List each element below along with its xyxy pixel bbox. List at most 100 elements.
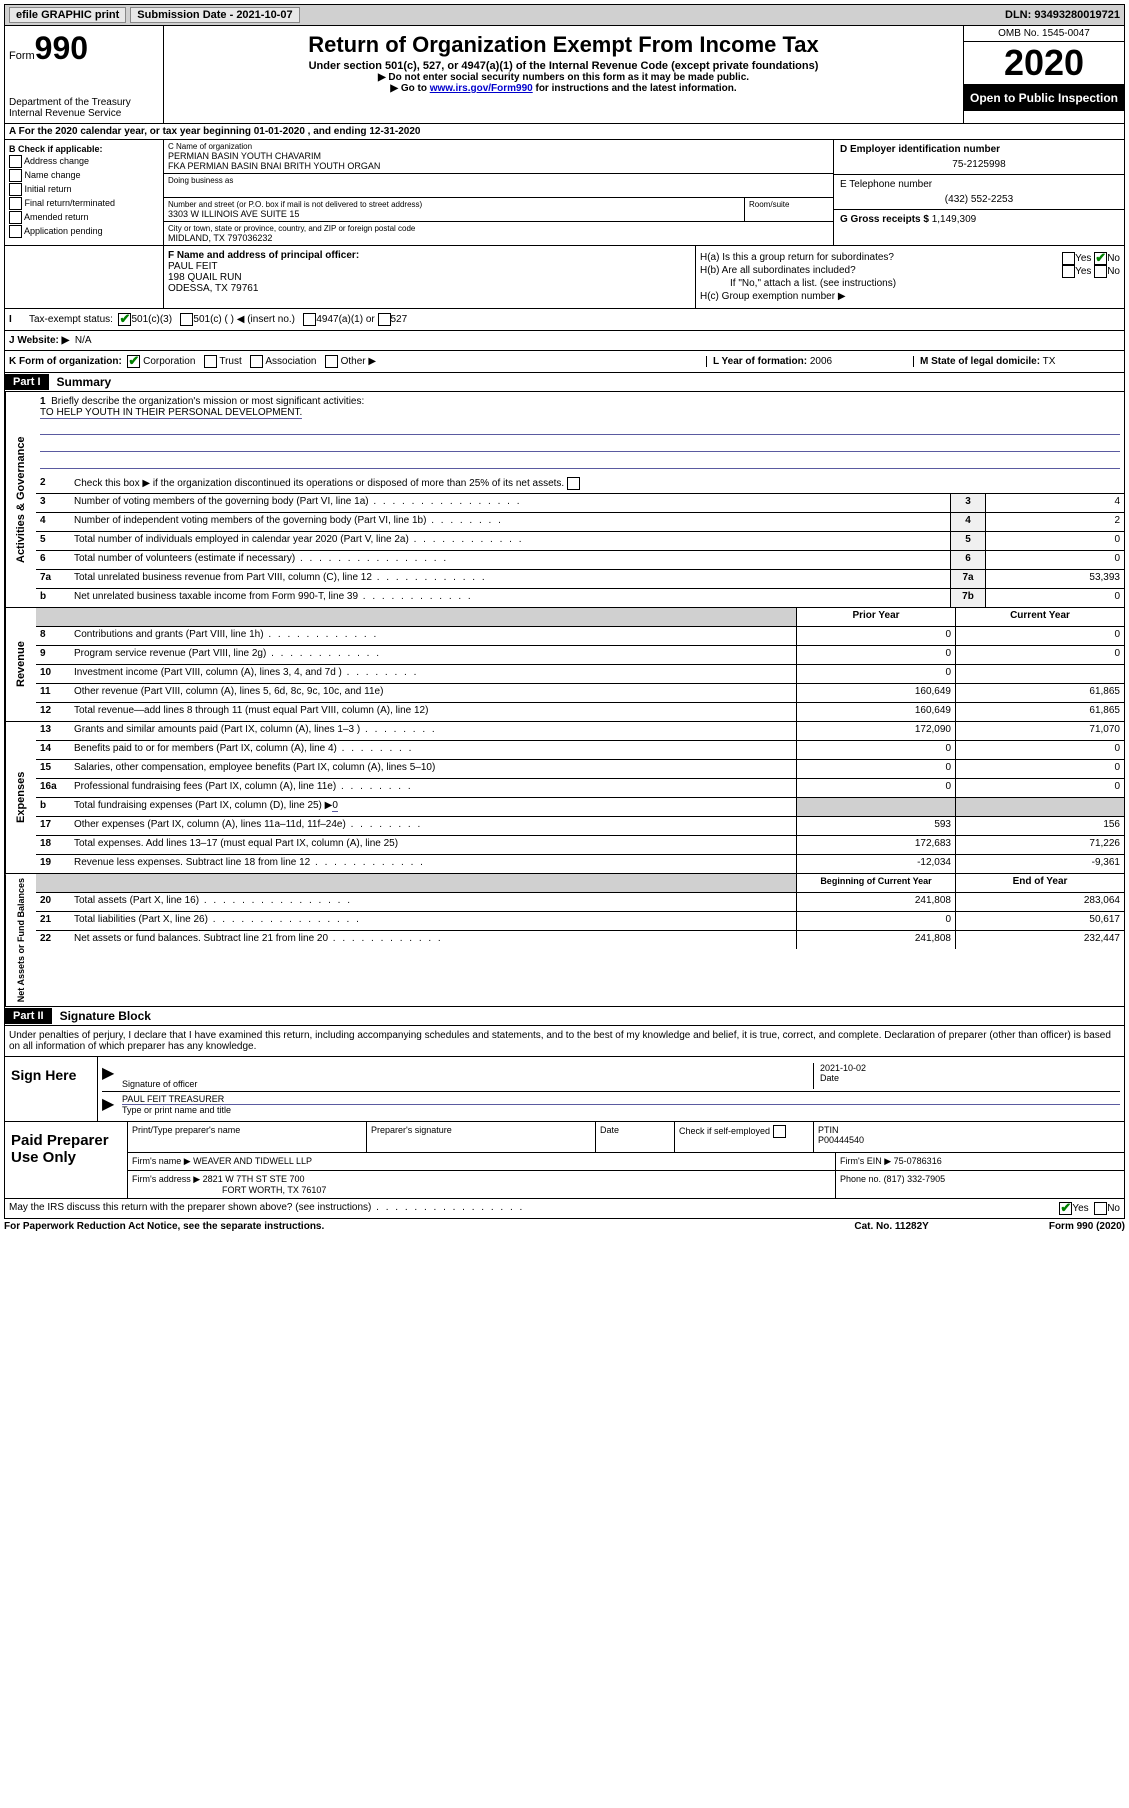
- line14-prior: 0: [796, 741, 955, 759]
- firm-ein: 75-0786316: [894, 1156, 942, 1166]
- form-title: Return of Organization Exempt From Incom…: [168, 32, 959, 58]
- line12-prior: 160,649: [796, 703, 955, 721]
- paid-preparer-label: Paid Preparer Use Only: [5, 1122, 127, 1198]
- website-value: N/A: [75, 335, 92, 346]
- part1-title: Summary: [49, 373, 120, 391]
- form-of-org-row: K Form of organization: Corporation Trus…: [4, 351, 1125, 373]
- line18-prior: 172,683: [796, 836, 955, 854]
- form-footer-label: Form 990 (2020): [1049, 1221, 1125, 1232]
- sign-date-value: 2021-10-02: [820, 1063, 1120, 1073]
- application-pending-checkbox[interactable]: Application pending: [9, 225, 159, 238]
- identification-block: B Check if applicable: Address change Na…: [4, 140, 1125, 246]
- line20-curr: 283,064: [955, 893, 1124, 911]
- line7a-value: 53,393: [985, 570, 1124, 588]
- cat-number: Cat. No. 11282Y: [854, 1221, 928, 1232]
- line10-prior: 0: [796, 665, 955, 683]
- part1-header-row: Part I Summary: [4, 373, 1125, 392]
- line18-curr: 71,226: [955, 836, 1124, 854]
- line15-curr: 0: [955, 760, 1124, 778]
- net-assets-section: Net Assets or Fund Balances Beginning of…: [4, 874, 1125, 1007]
- mission-text: TO HELP YOUTH IN THEIR PERSONAL DEVELOPM…: [40, 407, 302, 419]
- column-c-organization: C Name of organization PERMIAN BASIN YOU…: [164, 140, 833, 245]
- ha-yes-checkbox[interactable]: [1062, 252, 1075, 265]
- officer-name: PAUL FEIT: [168, 261, 691, 272]
- association-checkbox[interactable]: [250, 355, 263, 368]
- expenses-section: Expenses 13Grants and similar amounts pa…: [4, 722, 1125, 874]
- firm-phone: (817) 332-7905: [884, 1174, 946, 1184]
- state-domicile: TX: [1043, 356, 1056, 367]
- room-suite-label: Room/suite: [749, 200, 829, 209]
- current-year-header: Current Year: [955, 608, 1124, 626]
- part2-title: Signature Block: [52, 1007, 159, 1025]
- officer-addr1: 198 QUAIL RUN: [168, 272, 691, 283]
- address-change-checkbox[interactable]: Address change: [9, 155, 159, 168]
- part2-badge: Part II: [5, 1008, 52, 1024]
- form-header: Form990 Department of the Treasury Inter…: [4, 26, 1125, 124]
- 4947a1-checkbox[interactable]: [303, 313, 316, 326]
- ha-no-checkbox[interactable]: [1094, 252, 1107, 265]
- part2-header-row: Part II Signature Block: [4, 1007, 1125, 1026]
- line8-prior: 0: [796, 627, 955, 645]
- instructions-link[interactable]: www.irs.gov/Form990: [430, 83, 533, 94]
- line9-prior: 0: [796, 646, 955, 664]
- 501c3-checkbox[interactable]: [118, 313, 131, 326]
- other-checkbox[interactable]: [325, 355, 338, 368]
- amended-return-checkbox[interactable]: Amended return: [9, 211, 159, 224]
- prior-year-header: Prior Year: [796, 608, 955, 626]
- discuss-no-checkbox[interactable]: [1094, 1202, 1107, 1215]
- line3-value: 4: [985, 494, 1124, 512]
- column-b-checkboxes: B Check if applicable: Address change Na…: [5, 140, 164, 245]
- hb-yes-checkbox[interactable]: [1062, 265, 1075, 278]
- discuss-yes-checkbox[interactable]: [1059, 1202, 1072, 1215]
- 501c-checkbox[interactable]: [180, 313, 193, 326]
- officer-name-title: PAUL FEIT TREASURER: [122, 1094, 1120, 1105]
- line19-prior: -12,034: [796, 855, 955, 873]
- paid-preparer-block: Paid Preparer Use Only Print/Type prepar…: [4, 1122, 1125, 1199]
- line20-prior: 241,808: [796, 893, 955, 911]
- revenue-side-label: Revenue: [5, 608, 36, 721]
- officer-addr2: ODESSA, TX 79761: [168, 283, 691, 294]
- org-name: PERMIAN BASIN YOUTH CHAVARIM: [168, 151, 829, 161]
- line21-curr: 50,617: [955, 912, 1124, 930]
- ptin-value: P00444540: [818, 1135, 1120, 1145]
- paperwork-notice: For Paperwork Reduction Act Notice, see …: [4, 1221, 324, 1232]
- sign-here-block: Sign Here ▶ Signature of officer 2021-10…: [4, 1057, 1125, 1122]
- 527-checkbox[interactable]: [378, 313, 391, 326]
- arrow-icon: ▶: [102, 1063, 122, 1089]
- column-d-e-g: D Employer identification number 75-2125…: [833, 140, 1124, 245]
- line5-value: 0: [985, 532, 1124, 550]
- line11-curr: 61,865: [955, 684, 1124, 702]
- website-row: J Website: ▶ N/A: [4, 331, 1125, 351]
- tax-exempt-row: I Tax-exempt status: 501(c)(3) 501(c) ( …: [4, 309, 1125, 331]
- tax-year: 2020: [964, 42, 1124, 85]
- line16a-prior: 0: [796, 779, 955, 797]
- column-h-group-return: H(a) Is this a group return for subordin…: [695, 246, 1124, 308]
- hb-no-checkbox[interactable]: [1094, 265, 1107, 278]
- name-change-checkbox[interactable]: Name change: [9, 169, 159, 182]
- ein-value: 75-2125998: [840, 159, 1118, 170]
- initial-return-checkbox[interactable]: Initial return: [9, 183, 159, 196]
- line15-prior: 0: [796, 760, 955, 778]
- line2-checkbox[interactable]: [567, 477, 580, 490]
- self-employed-checkbox[interactable]: [773, 1125, 786, 1138]
- governance-section: Activities & Governance 1 Briefly descri…: [4, 392, 1125, 608]
- efile-button[interactable]: efile GRAPHIC print: [9, 7, 126, 23]
- discuss-with-preparer-row: May the IRS discuss this return with the…: [4, 1199, 1125, 1219]
- line16b-value: 0: [332, 800, 338, 812]
- page-footer: For Paperwork Reduction Act Notice, see …: [4, 1219, 1125, 1234]
- org-name-fka: FKA PERMIAN BASIN BNAI BRITH YOUTH ORGAN: [168, 161, 829, 171]
- public-inspection-badge: Open to Public Inspection: [964, 85, 1124, 111]
- omb-number: OMB No. 1545-0047: [964, 26, 1124, 42]
- firm-addr2: FORT WORTH, TX 76107: [132, 1185, 831, 1195]
- section-a-tax-year: A For the 2020 calendar year, or tax yea…: [4, 124, 1125, 140]
- top-bar: efile GRAPHIC print Submission Date - 20…: [4, 4, 1125, 26]
- final-return-checkbox[interactable]: Final return/terminated: [9, 197, 159, 210]
- line19-curr: -9,361: [955, 855, 1124, 873]
- submission-date-button[interactable]: Submission Date - 2021-10-07: [130, 7, 299, 23]
- org-city-state-zip: MIDLAND, TX 797036232: [168, 233, 829, 243]
- corporation-checkbox[interactable]: [127, 355, 140, 368]
- sign-here-label: Sign Here: [5, 1057, 98, 1121]
- trust-checkbox[interactable]: [204, 355, 217, 368]
- line14-curr: 0: [955, 741, 1124, 759]
- line16a-curr: 0: [955, 779, 1124, 797]
